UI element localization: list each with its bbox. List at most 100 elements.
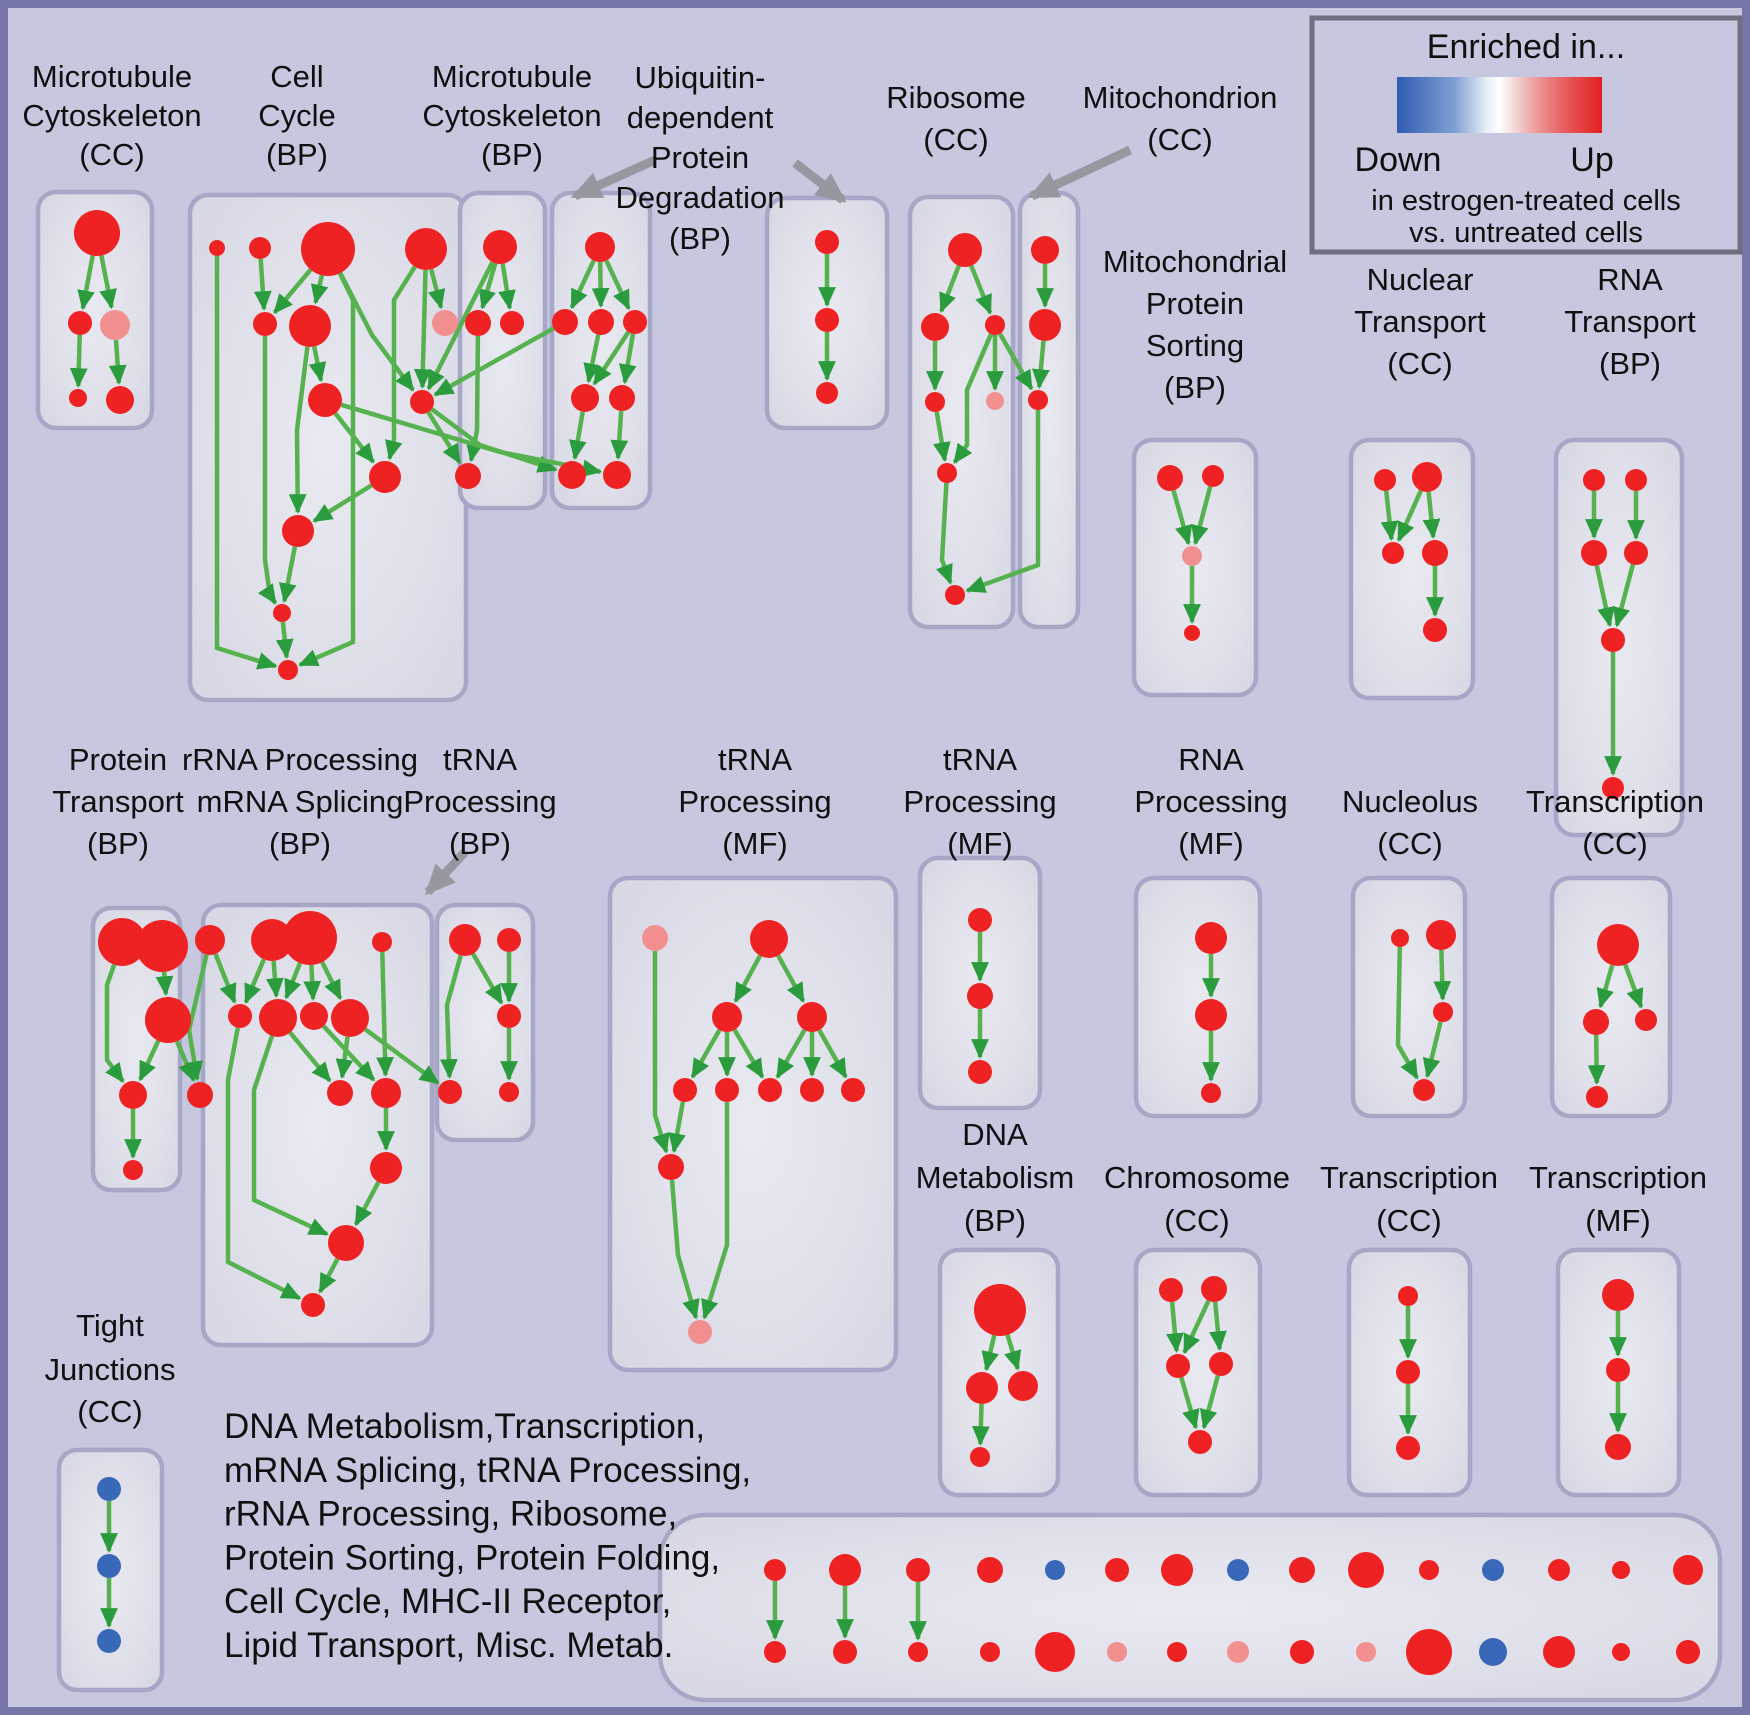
- cluster-label-21: Tight: [76, 1308, 144, 1343]
- relation-edge-mb1-mb3: [498, 263, 516, 311]
- go-term-node-ch5: [1188, 1430, 1212, 1454]
- go-term-node-q1a: [764, 1559, 786, 1581]
- go-term-node-s10b: [1543, 1636, 1575, 1668]
- cluster-label-17: DNA: [962, 1117, 1028, 1152]
- relation-edge-ch3-ch5: [1179, 1376, 1200, 1430]
- cluster-label-2: Microtubule: [432, 59, 592, 94]
- cluster-label-11: tRNA: [443, 742, 517, 777]
- go-term-node-ua7: [558, 461, 586, 489]
- go-term-node-dm3: [1008, 1371, 1038, 1401]
- go-term-node-tm1: [750, 920, 788, 958]
- go-term-node-rr13: [301, 1293, 325, 1317]
- relation-edge-cc2-cc12: [298, 272, 356, 667]
- relation-edge-rb1-rb3: [969, 264, 993, 315]
- relation-edge-a1-a2: [77, 255, 95, 311]
- go-term-node-s5b: [1227, 1641, 1249, 1663]
- cluster-label-1: Cell: [270, 59, 323, 94]
- cluster-label-10: (BP): [269, 826, 331, 861]
- go-term-node-tb4: [438, 1080, 462, 1104]
- go-term-node-tm8: [841, 1078, 865, 1102]
- cluster-label-17: Metabolism: [916, 1160, 1075, 1195]
- relation-edge-cc1-cc4: [253, 258, 272, 311]
- relation-edge-rr2-rr6: [266, 960, 284, 999]
- go-term-node-mi2: [1029, 309, 1061, 341]
- go-term-node-t32: [1396, 1360, 1420, 1384]
- go-term-node-rb4: [925, 392, 945, 412]
- cluster-label-7: Nuclear: [1367, 262, 1474, 297]
- go-term-node-ch2: [1201, 1276, 1227, 1302]
- go-term-node-nt1: [1374, 469, 1396, 491]
- relation-edge-ch2-ch4: [1209, 1301, 1227, 1352]
- go-term-node-nt3: [1382, 542, 1404, 564]
- relation-edge-nu1-nu4: [1395, 946, 1419, 1080]
- relation-edge-tm1-tm3: [776, 954, 806, 1003]
- cluster-label-15: Nucleolus: [1342, 784, 1478, 819]
- relation-edge-cc4-cc11: [258, 336, 278, 605]
- go-term-node-rr4: [372, 932, 392, 952]
- relation-edge-tb1-tb3: [471, 952, 504, 1005]
- relation-edge-rr8-rr9: [335, 1036, 354, 1080]
- cluster-box-2: [457, 190, 548, 511]
- cluster-label-17: (BP): [964, 1203, 1026, 1238]
- go-term-node-s7a: [1348, 1552, 1384, 1588]
- go-term-node-rr6: [259, 999, 297, 1037]
- relation-edge-ua1-ua2: [569, 259, 596, 310]
- relation-edge-ua6-ua8: [610, 410, 629, 460]
- go-term-node-tm5: [715, 1078, 739, 1102]
- go-term-node-tn1: [968, 908, 992, 932]
- go-term-node-rr9: [327, 1080, 353, 1106]
- relation-edge-nu3-nu4: [1422, 1021, 1443, 1079]
- cluster-label-20: (MF): [1585, 1203, 1650, 1238]
- relation-edge-dm1-dm3: [1004, 1334, 1022, 1371]
- go-term-node-pt1: [98, 918, 146, 966]
- category-list-line-1: mRNA Splicing, tRNA Processing,: [224, 1451, 751, 1490]
- category-list-line-0: DNA Metabolism,Transcription,: [224, 1407, 705, 1446]
- cluster-label-19: (CC): [1376, 1203, 1441, 1238]
- cluster-label-0: (CC): [79, 137, 144, 172]
- go-term-node-cc1: [249, 237, 271, 259]
- go-term-node-rt5: [1601, 628, 1625, 652]
- go-term-node-mb2: [465, 310, 491, 336]
- cluster-box-7: [1131, 437, 1259, 698]
- relation-edge-tc1-tc3: [1623, 963, 1644, 1009]
- go-term-node-ub3: [816, 382, 838, 404]
- go-term-node-tm0: [642, 925, 668, 951]
- go-term-node-rr7: [300, 1002, 328, 1030]
- go-term-node-tj3: [97, 1629, 121, 1653]
- cluster-label-6: Protein: [1146, 286, 1244, 321]
- go-term-node-mp2: [1202, 465, 1224, 487]
- go-term-node-rb6: [937, 463, 957, 483]
- cluster-label-16: (CC): [1582, 826, 1647, 861]
- go-term-node-nu2: [1426, 920, 1456, 950]
- cluster-label-3: dependent: [627, 100, 774, 135]
- go-term-node-ub1: [815, 230, 839, 254]
- go-term-node-ch3: [1166, 1354, 1190, 1378]
- cluster-label-13: (MF): [947, 826, 1012, 861]
- relation-edge-tm3-tm8: [817, 1028, 848, 1079]
- label-pointer-arrow-3: [424, 848, 469, 896]
- go-term-node-cc7: [308, 383, 342, 417]
- cluster-label-6: (BP): [1164, 370, 1226, 405]
- relation-edge-mb1-cc8: [426, 261, 495, 391]
- go-term-node-rt2: [1625, 469, 1647, 491]
- go-term-node-t42: [1606, 1358, 1630, 1382]
- relation-edge-tc1-tc2: [1596, 964, 1615, 1009]
- go-term-node-s10a: [1548, 1559, 1570, 1581]
- relation-edge-pt3-pt4: [138, 1039, 161, 1082]
- go-term-node-tc4: [1586, 1086, 1608, 1108]
- go-term-node-tm9: [658, 1154, 684, 1180]
- go-term-node-mb4: [455, 463, 481, 489]
- category-list-line-4: Cell Cycle, MHC-II Receptor,: [224, 1582, 671, 1621]
- relation-edge-rb4-rb6: [933, 411, 951, 463]
- cluster-label-13: tRNA: [943, 742, 1017, 777]
- go-term-node-tc2: [1583, 1009, 1609, 1035]
- cluster-label-3: (BP): [669, 221, 731, 256]
- go-term-node-tc3: [1635, 1009, 1657, 1031]
- go-term-node-ch4: [1209, 1352, 1233, 1376]
- relation-edge-tm3-tm6: [775, 1028, 807, 1079]
- go-term-node-rb5: [986, 392, 1004, 410]
- go-term-node-rr11: [370, 1152, 402, 1184]
- relation-edge-rt4-rt5: [1612, 564, 1636, 628]
- cluster-box-8: [1348, 437, 1476, 701]
